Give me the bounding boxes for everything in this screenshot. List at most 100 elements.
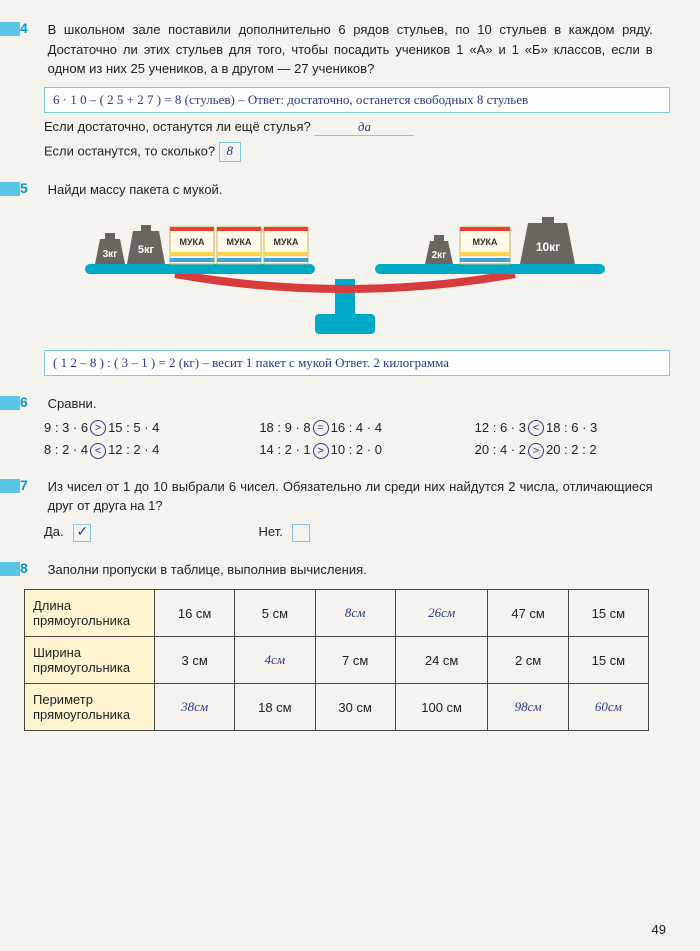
problem-tab	[0, 182, 20, 196]
cmp-right: 15 : 5 · 4	[108, 420, 159, 435]
page-number: 49	[652, 922, 666, 937]
problem-text: Сравни.	[48, 394, 653, 414]
problem-number: 7	[20, 477, 44, 493]
compare-cell: 18 : 9 · 8=16 : 4 · 4	[259, 420, 454, 437]
table-cell[interactable]: 26см	[395, 590, 488, 637]
compare-cell: 8 : 2 · 4<12 : 2 · 4	[44, 442, 239, 459]
table-row: Периметр прямоугольника38см18 см30 см100…	[25, 684, 649, 731]
cmp-left: 12 : 6 · 3	[475, 420, 526, 435]
problem-number: 6	[20, 394, 44, 410]
table-cell[interactable]: 98см	[488, 684, 568, 731]
table-cell: 30 см	[315, 684, 395, 731]
problem-6: 6 Сравни. 9 : 3 · 6>15 : 5 · 418 : 9 · 8…	[20, 394, 670, 459]
yes-checkbox[interactable]: ✓	[73, 524, 91, 542]
problem-tab	[0, 22, 20, 36]
table-cell: 2 см	[488, 637, 568, 684]
cmp-left: 14 : 2 · 1	[259, 442, 310, 457]
problem-tab	[0, 396, 20, 410]
problem-text: Заполни пропуски в таблице, выполнив выч…	[48, 560, 653, 580]
table-cell[interactable]: 4см	[235, 637, 315, 684]
weight-2kg: 2кг	[425, 235, 453, 264]
cmp-right: 10 : 2 · 0	[331, 442, 382, 457]
svg-text:10кг: 10кг	[536, 240, 560, 254]
row-label: Длина прямоугольника	[25, 590, 155, 637]
weight-3kg: 3кг	[95, 233, 125, 264]
weight-5kg: 5кг	[127, 225, 165, 264]
yes-no-row: Да. ✓ Нет.	[44, 524, 670, 542]
cmp-operator[interactable]: >	[528, 443, 544, 459]
svg-text:МУКА: МУКА	[226, 237, 252, 247]
cmp-operator[interactable]: =	[313, 420, 329, 436]
cmp-right: 20 : 2 : 2	[546, 442, 597, 457]
flour-bag-3: МУКА	[264, 227, 308, 264]
cmp-right: 16 : 4 · 4	[331, 420, 382, 435]
no-label: Нет.	[259, 524, 283, 539]
scale-illustration: 3кг 5кг МУКА МУКА	[44, 209, 646, 342]
problem-text: В школьном зале поставили дополнительно …	[48, 20, 653, 79]
svg-text:5кг: 5кг	[138, 244, 155, 256]
cmp-left: 8 : 2 · 4	[44, 442, 88, 457]
svg-text:МУКА: МУКА	[273, 237, 299, 247]
sub-a1[interactable]: да	[314, 119, 414, 136]
flour-bag-right: МУКА	[460, 227, 510, 264]
problem-text: Найди массу пакета с мукой.	[48, 180, 653, 200]
problem-number: 4	[20, 20, 44, 36]
weight-10kg: 10кг	[520, 217, 575, 264]
cmp-right: 12 : 2 · 4	[108, 442, 159, 457]
cmp-operator[interactable]: <	[90, 443, 106, 459]
sub-a2[interactable]: 8	[219, 142, 241, 162]
problem-tab	[0, 562, 20, 576]
no-checkbox[interactable]	[292, 524, 310, 542]
table-cell: 100 см	[395, 684, 488, 731]
problem-text: Из чисел от 1 до 10 выбрали 6 чисел. Обя…	[48, 477, 653, 516]
cmp-operator[interactable]: >	[313, 443, 329, 459]
table-cell[interactable]: 8см	[315, 590, 395, 637]
svg-text:3кг: 3кг	[103, 249, 118, 260]
table-cell: 3 см	[155, 637, 235, 684]
table-cell: 15 см	[568, 590, 648, 637]
compare-cell: 20 : 4 · 2>20 : 2 : 2	[475, 442, 670, 459]
work-box[interactable]: 6 · 1 0 – ( 2 5 + 2 7 ) = 8 (стульев) – …	[44, 87, 670, 113]
table-row: Ширина прямоугольника3 см4см7 см24 см2 с…	[25, 637, 649, 684]
compare-cell: 12 : 6 · 3<18 : 6 · 3	[475, 420, 670, 437]
problem-7: 7 Из чисел от 1 до 10 выбрали 6 чисел. О…	[20, 477, 670, 542]
sub-q1-text: Если достаточно, останутся ли ещё стулья…	[44, 119, 311, 134]
svg-text:2кг: 2кг	[432, 250, 447, 261]
sub-question-1: Если достаточно, останутся ли ещё стулья…	[44, 119, 670, 136]
table-cell: 5 см	[235, 590, 315, 637]
problem-8: 8 Заполни пропуски в таблице, выполнив в…	[20, 560, 670, 732]
row-label: Периметр прямоугольника	[25, 684, 155, 731]
problem-4: 4 В школьном зале поставили дополнительн…	[20, 20, 670, 162]
row-label: Ширина прямоугольника	[25, 637, 155, 684]
table-row: Длина прямоугольника16 см5 см8см26см47 с…	[25, 590, 649, 637]
sub-question-2: Если останутся, то сколько? 8	[44, 142, 670, 162]
table-cell: 7 см	[315, 637, 395, 684]
problem-tab	[0, 479, 20, 493]
svg-text:МУКА: МУКА	[179, 237, 205, 247]
cmp-operator[interactable]: <	[528, 420, 544, 436]
yes-label: Да.	[44, 524, 64, 539]
svg-text:МУКА: МУКА	[472, 237, 498, 247]
problem-number: 8	[20, 560, 44, 576]
cmp-operator[interactable]: >	[90, 420, 106, 436]
table-cell: 18 см	[235, 684, 315, 731]
flour-bag-1: МУКА	[170, 227, 214, 264]
rectangle-table: Длина прямоугольника16 см5 см8см26см47 с…	[24, 589, 649, 731]
cmp-left: 9 : 3 · 6	[44, 420, 88, 435]
table-cell[interactable]: 60см	[568, 684, 648, 731]
table-cell[interactable]: 38см	[155, 684, 235, 731]
table-cell: 16 см	[155, 590, 235, 637]
table-cell: 15 см	[568, 637, 648, 684]
compare-cell: 9 : 3 · 6>15 : 5 · 4	[44, 420, 239, 437]
cmp-left: 20 : 4 · 2	[475, 442, 526, 457]
work-box[interactable]: ( 1 2 – 8 ) : ( 3 – 1 ) = 2 (кг) – весит…	[44, 350, 670, 376]
cmp-right: 18 : 6 · 3	[546, 420, 597, 435]
table-cell: 24 см	[395, 637, 488, 684]
balance-scale-svg: 3кг 5кг МУКА МУКА	[65, 209, 625, 339]
problem-5: 5 Найди массу пакета с мукой. 3кг 5кг	[20, 180, 670, 377]
compare-cell: 14 : 2 · 1>10 : 2 · 0	[259, 442, 454, 459]
compare-grid: 9 : 3 · 6>15 : 5 · 418 : 9 · 8=16 : 4 · …	[44, 420, 670, 459]
flour-bag-2: МУКА	[217, 227, 261, 264]
table-cell: 47 см	[488, 590, 568, 637]
problem-number: 5	[20, 180, 44, 196]
